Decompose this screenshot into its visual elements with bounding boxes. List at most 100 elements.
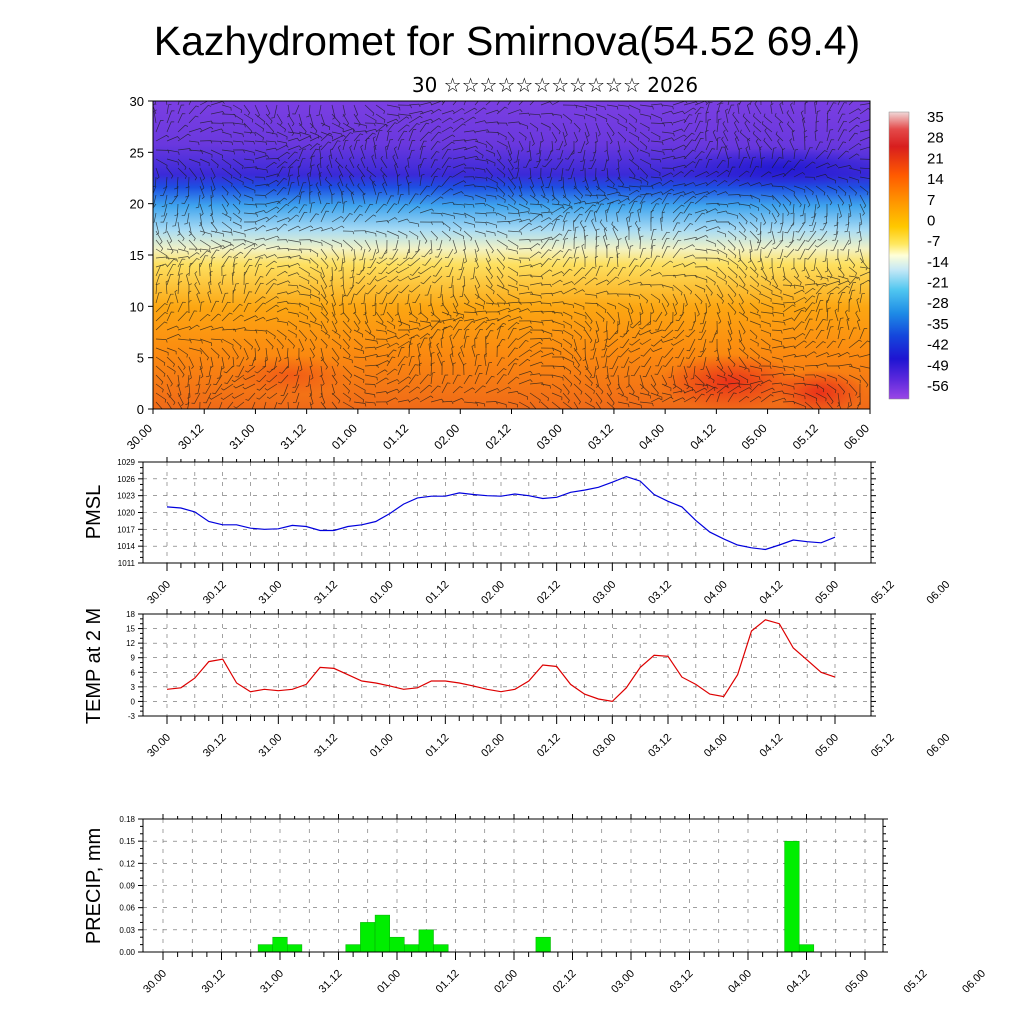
wind-barb [577,140,586,153]
wind-barb [518,370,533,376]
wind-barb [639,392,651,399]
wind-barb [749,221,758,232]
wind-barb [694,112,702,124]
wind-barb [683,122,693,133]
wind-barb [353,139,361,151]
wind-barb [837,326,844,340]
wind-barb [430,398,444,403]
wind-barb [254,254,267,259]
wind-barb [397,385,410,394]
wind-barb [309,365,314,380]
wind-barb [408,149,415,160]
wind-barb [397,174,401,187]
colorbar-label: -14 [927,254,949,271]
wind-barb [337,145,344,160]
wind-barb [518,131,527,141]
wind-barb [837,339,846,349]
wind-barb [805,230,817,242]
wind-barb [606,191,621,196]
wind-barb [672,397,686,403]
wind-barb [373,144,377,160]
wind-barb [551,301,565,305]
wind-barb [683,161,696,169]
y-tick-label: 5 [137,351,144,366]
wind-barb [694,138,704,151]
wind-barb [793,332,806,340]
wind-barb [224,374,234,384]
wind-barb [782,365,795,371]
wind-barb [485,203,495,212]
wind-barb [529,310,544,314]
wind-barb [617,302,630,313]
wind-barb [654,365,663,375]
wind-barb [551,131,558,144]
wind-barb [686,338,696,352]
wind-barb [448,275,454,289]
wind-barb [286,104,291,118]
wind-barb [342,248,346,264]
wind-barb [307,172,311,187]
wind-barb [848,354,860,358]
wind-barb [166,347,177,355]
wind-barb [342,139,349,151]
y-tick-label: 0.12 [119,859,135,868]
wind-barb [551,122,561,135]
wind-barb [771,230,776,245]
wind-barb [232,104,242,114]
wind-barb [584,356,589,371]
wind-barb [848,203,852,218]
wind-barb [747,248,752,263]
wind-barb [360,257,366,272]
wind-barb [452,203,466,208]
wind-barb [166,392,176,406]
wind-barb [463,107,478,115]
wind-barb [188,347,202,355]
wind-barb [727,194,741,198]
wind-barb [628,122,637,132]
wind-barb [474,221,488,226]
wind-barb [177,392,184,407]
wind-barb [397,193,404,205]
wind-barb [155,256,170,260]
wind-barb [386,320,396,329]
wind-barb [276,161,288,169]
y-tick-label: 0.00 [119,948,135,957]
wind-barb [551,101,566,106]
wind-barb [848,176,860,184]
wind-barb [518,211,530,215]
wind-barb [418,266,432,275]
wind-barb [243,104,251,116]
wind-barb [518,339,529,349]
wind-barb [155,134,170,142]
wind-barb [859,248,864,264]
wind-barb [628,245,634,259]
wind-barb [441,360,446,376]
wind-barb [309,213,319,223]
wind-barb [716,356,724,371]
wind-barb [166,167,174,179]
x-tick-label: 04.00 [702,732,730,760]
wind-barb [540,269,553,277]
wind-barb [760,171,772,178]
wind-barb [243,149,255,156]
x-tick-label: 03.00 [609,968,637,996]
wind-barb [855,310,861,322]
wind-barb [848,108,861,115]
wind-barb [529,392,541,403]
wind-barb [683,244,695,250]
wind-barb [782,383,795,390]
wind-barb [624,235,630,250]
wind-barb [529,225,543,232]
wind-barb [463,221,476,228]
wind-barb [309,266,322,277]
wind-barb [683,107,696,115]
wind-barb [567,167,575,180]
wind-barb [363,302,367,316]
wind-barb [463,335,470,349]
wind-barb [375,122,388,128]
wind-barb [155,120,164,133]
wind-barb [590,347,597,360]
wind-barb [639,167,648,179]
wind-barb [452,170,466,178]
wind-barb [195,194,201,209]
